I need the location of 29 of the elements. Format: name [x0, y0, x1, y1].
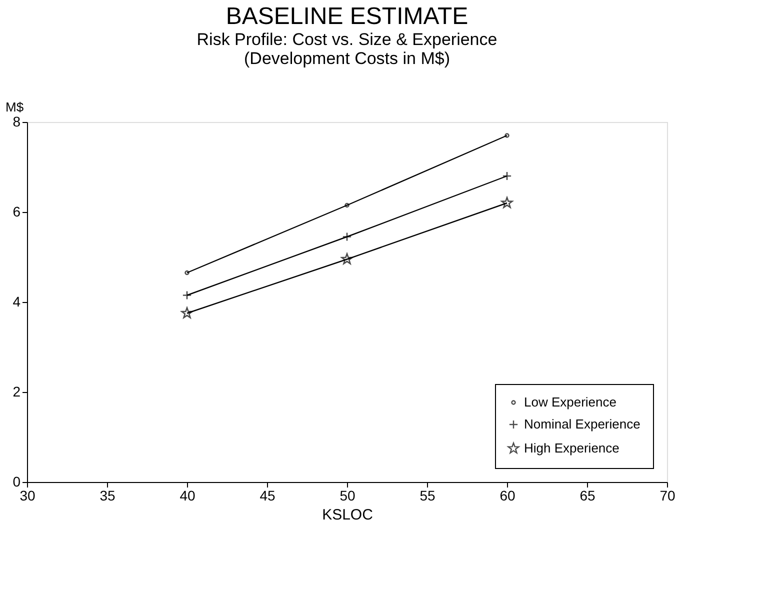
chart-subtitle: Risk Profile: Cost vs. Size & Experience — [196, 30, 498, 49]
x-tick-label: 55 — [420, 488, 436, 504]
point — [341, 253, 353, 264]
point — [181, 307, 193, 318]
text: (Development Costs in M$) — [244, 49, 450, 68]
x-tick-label: 70 — [660, 488, 676, 504]
x-tick-label: 45 — [260, 488, 276, 504]
y-tick-label: 8 — [12, 114, 21, 130]
x-tick-label: 65 — [580, 488, 596, 504]
legend-label: Nominal Experience — [524, 416, 640, 432]
legend-label: Low Experience — [524, 394, 616, 410]
x-tick-label: 35 — [100, 488, 116, 504]
x-tick-label: 50 — [340, 488, 356, 504]
y-tick-label: 6 — [12, 204, 21, 220]
y-axis-title: M$ — [6, 100, 24, 114]
y-tick-label: 4 — [12, 294, 21, 310]
y-tick-label: 0 — [12, 474, 21, 490]
legend-label: High Experience — [524, 440, 620, 456]
x-tick-label: 30 — [20, 488, 36, 504]
x-tick-label: 60 — [500, 488, 516, 504]
x-axis-title: KSLOC — [322, 506, 374, 524]
x-tick-label: 40 — [180, 488, 196, 504]
point — [342, 232, 352, 242]
point — [344, 202, 350, 208]
point — [502, 171, 512, 181]
y-tick-label: 2 — [12, 384, 21, 400]
point — [182, 290, 192, 300]
chart-title: BASELINE ESTIMATE — [226, 3, 468, 30]
point — [501, 196, 513, 208]
